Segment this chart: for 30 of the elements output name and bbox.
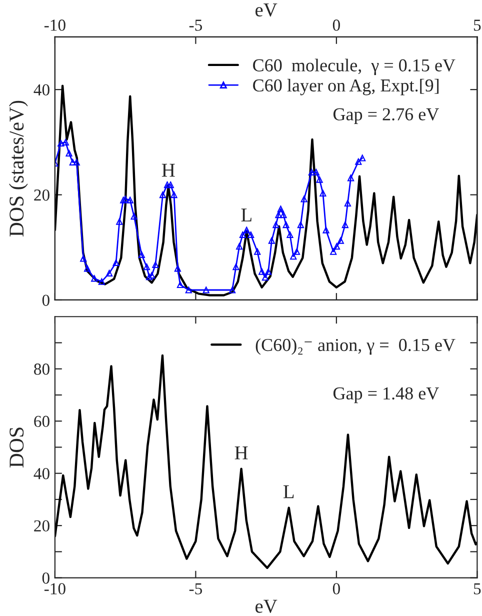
x-tick-label: 5 [474,583,481,594]
annotation: Gap = 1.48 eV [333,387,439,404]
annotation: L [283,485,294,498]
y-tick-label: 20 [34,520,50,532]
x-axis-title: eV [255,600,278,613]
y-tick-label: 80 [34,364,50,375]
legend-label: C60 molecule, γ = 0.15 eV [253,58,456,76]
y-tick-label: 0 [42,294,50,306]
annotation: H [162,164,175,177]
line-series [54,354,478,569]
annotation: Gap = 2.76 eV [333,108,439,124]
x2-tick-label: -5 [189,20,202,31]
x2-tick-label: -10 [44,20,66,31]
y-tick-label: 20 [34,189,50,201]
y-tick-label: 40 [34,84,50,96]
y-axis-title: DOS [10,428,24,468]
annotation: L [241,208,252,222]
x2-axis-title: eV [255,4,278,17]
x2-tick-label: 0 [332,20,340,31]
x-tick-label: -10 [44,583,66,594]
y-tick-label: 0 [42,572,50,584]
annotation: H [234,446,248,460]
y-axis-title: DOS (states/eV) [8,100,28,236]
legend-label: (C60)₂⁻ anion, γ = 0.15 eV [256,338,456,355]
legend-label: C60 layer on Ag, Expt.[9] [253,78,439,96]
y-tick-label: 40 [34,468,50,480]
x-tick-label: -5 [189,583,202,594]
x-tick-label: 0 [332,583,340,594]
x2-tick-label: 5 [474,20,481,31]
y-tick-label: 60 [34,416,50,428]
